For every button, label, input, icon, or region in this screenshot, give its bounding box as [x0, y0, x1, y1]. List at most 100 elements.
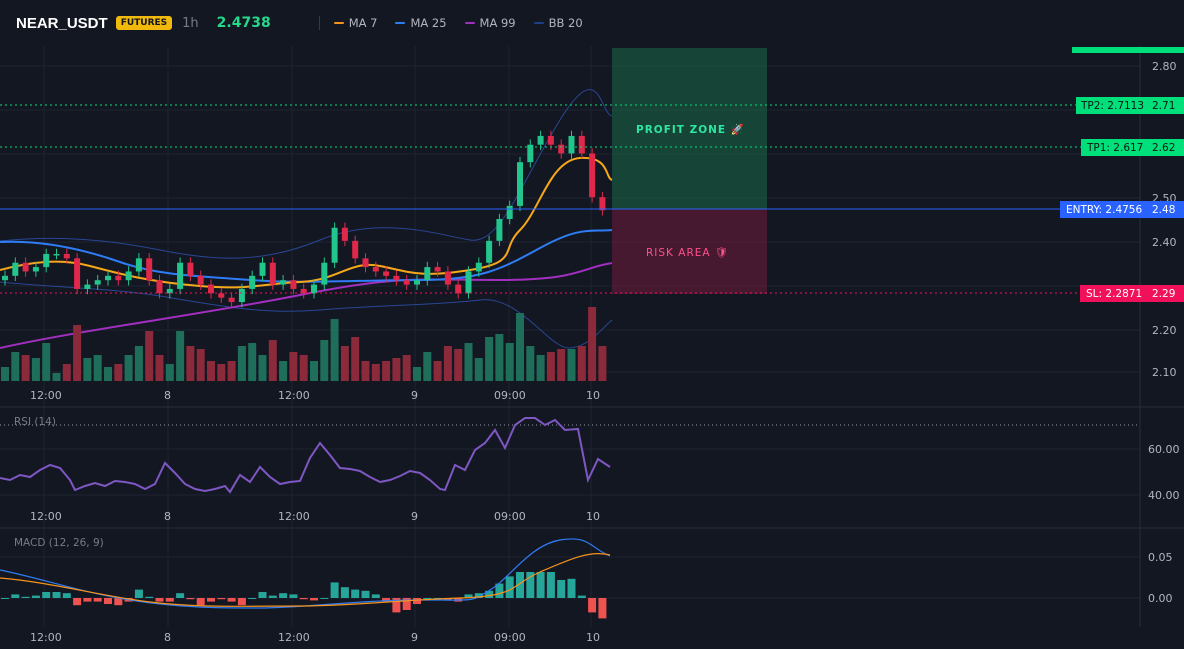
candle-body	[2, 275, 8, 281]
volume-bar	[207, 361, 215, 381]
macd-hist-bar	[1, 598, 9, 599]
volume-bar	[423, 352, 432, 381]
candle-body	[259, 262, 266, 276]
candle-body	[321, 262, 328, 285]
candle-body	[434, 267, 441, 272]
macd-hist-bar	[310, 598, 318, 601]
legend-ma25[interactable]: MA 25	[395, 16, 447, 30]
candle-body	[341, 227, 348, 241]
header-divider	[318, 16, 320, 30]
legend-bb20[interactable]: BB 20	[533, 16, 583, 30]
ma25-line[interactable]	[0, 229, 613, 283]
ma25-swatch	[395, 22, 406, 24]
candle-body	[362, 258, 369, 268]
volume-bar	[176, 331, 185, 381]
candle-body	[465, 271, 472, 294]
entry-tag[interactable]	[1060, 201, 1184, 218]
macd-hist-bar	[21, 596, 30, 598]
candles[interactable]	[2, 130, 606, 308]
volume-bar	[402, 355, 411, 381]
macd-tick-005: 0.05	[1148, 551, 1173, 564]
ma99-swatch	[464, 22, 475, 24]
candle-body	[94, 280, 101, 285]
volume-bars	[1, 307, 607, 381]
volume-bar	[546, 352, 555, 381]
candle-body	[537, 135, 544, 145]
entry-tag-value: 2.48	[1152, 204, 1175, 216]
candle-body	[166, 288, 173, 294]
candle-body	[599, 197, 606, 211]
time-label: 9	[411, 631, 418, 644]
macd-signal-line[interactable]	[0, 553, 611, 607]
rsi-line[interactable]	[0, 417, 611, 494]
volume-bar	[217, 364, 226, 381]
macd-hist-bar	[155, 598, 164, 602]
time-axis-rsi: 12:00 8 12:00 9 09:00 10	[30, 510, 600, 523]
tp2-tag[interactable]	[1076, 97, 1184, 114]
timeframe-label[interactable]: 1h	[182, 15, 199, 31]
time-label: 12:00	[278, 389, 310, 402]
legend-bb20-label: BB 20	[548, 16, 583, 30]
candle-body	[228, 297, 235, 303]
volume-bar	[268, 340, 277, 381]
macd-hist-bar	[413, 598, 421, 604]
time-label: 10	[586, 510, 600, 523]
ma99-line[interactable]	[0, 262, 613, 349]
macd-line[interactable]	[0, 538, 611, 609]
candle-body	[43, 253, 50, 268]
macd-hist-bar	[62, 593, 71, 598]
macd-hist-bar	[526, 572, 535, 598]
volume-bar	[567, 349, 576, 381]
volume-bar	[134, 346, 143, 381]
volume-bar	[454, 349, 463, 381]
candle-body	[455, 284, 462, 294]
symbol-name[interactable]: NEAR_USDT	[16, 14, 108, 32]
volume-bar	[196, 349, 205, 381]
macd-hist-bar	[320, 598, 329, 599]
macd-hist-bar	[289, 594, 298, 598]
macd-hist-bar	[402, 598, 411, 610]
volume-bar	[62, 364, 71, 381]
time-axis-macd: 12:00 8 12:00 9 09:00 10	[30, 631, 600, 644]
candle-body	[280, 280, 287, 285]
macd-hist-bar	[31, 595, 40, 598]
tp1-tag[interactable]	[1081, 139, 1184, 156]
candle-body	[475, 262, 482, 272]
risk-zone[interactable]	[612, 209, 767, 294]
candle-body	[53, 253, 60, 256]
volume-bar	[237, 346, 246, 381]
tp2-tag-label: TP2: 2.7113	[1080, 100, 1144, 112]
macd-hist-bar	[557, 580, 566, 598]
volume-bar	[392, 358, 401, 381]
legend-ma99[interactable]: MA 99	[464, 16, 516, 30]
time-label: 12:00	[30, 510, 62, 523]
candle-body	[547, 135, 554, 145]
macd-hist-bar	[598, 598, 607, 619]
sl-tag[interactable]	[1080, 285, 1184, 302]
legend-ma7[interactable]: MA 7	[333, 16, 377, 30]
volume-bar	[186, 346, 195, 381]
volume-bar	[536, 355, 545, 381]
futures-badge: FUTURES	[115, 16, 173, 30]
time-label: 12:00	[30, 389, 62, 402]
macd-hist-bar	[330, 582, 339, 598]
time-label: 9	[411, 510, 418, 523]
time-label: 9	[411, 389, 418, 402]
profit-zone[interactable]	[612, 48, 767, 209]
candle-body	[424, 267, 431, 281]
price-tick-240: 2.40	[1152, 236, 1177, 249]
macd-hist-bar	[83, 598, 92, 602]
volume-bar	[474, 358, 483, 381]
time-label: 09:00	[494, 510, 526, 523]
legend-ma25-label: MA 25	[410, 16, 447, 30]
price-tick-220: 2.20	[1152, 324, 1177, 337]
candle-body	[177, 262, 184, 289]
tp2-tag-value: 2.71	[1152, 100, 1175, 112]
volume-bar	[526, 346, 535, 381]
candle-body	[403, 280, 410, 285]
macd-hist-bar	[371, 594, 380, 598]
legend-ma99-label: MA 99	[479, 16, 516, 30]
candle-body	[527, 144, 534, 163]
volume-bar	[31, 358, 40, 381]
